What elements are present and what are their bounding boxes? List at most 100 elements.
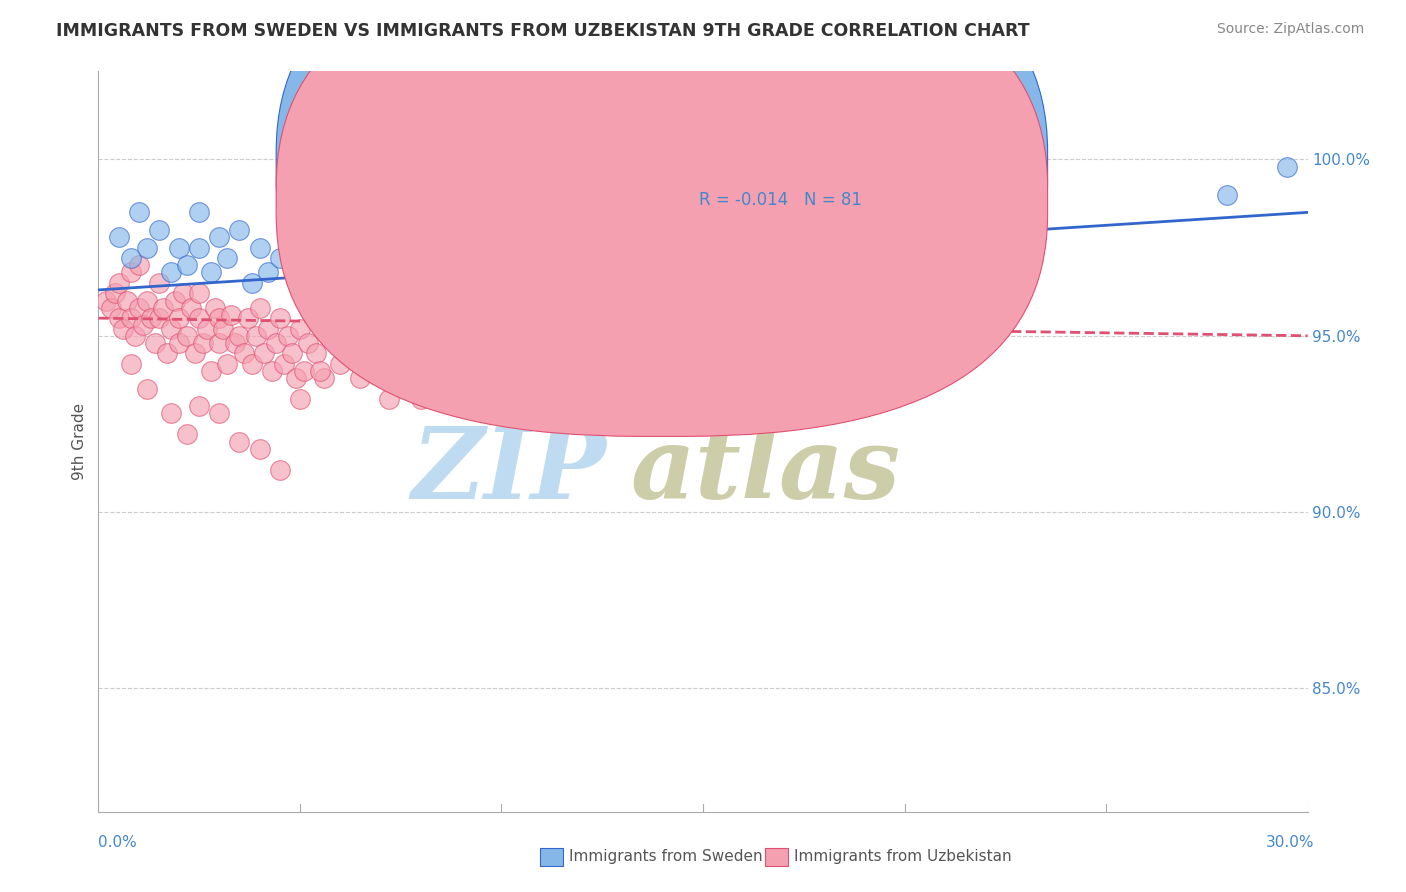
Point xyxy=(297,335,319,350)
Text: Immigrants from Sweden: Immigrants from Sweden xyxy=(569,849,763,863)
Point xyxy=(224,335,246,350)
Point xyxy=(349,371,371,385)
Point xyxy=(284,371,307,385)
Point xyxy=(107,230,129,244)
Point xyxy=(974,265,997,279)
Point xyxy=(135,293,157,308)
Point xyxy=(156,346,179,360)
Point xyxy=(277,328,299,343)
Point xyxy=(176,427,198,442)
Point xyxy=(245,328,267,343)
Point xyxy=(200,364,222,378)
Point xyxy=(188,311,211,326)
Point xyxy=(1277,160,1299,174)
Point xyxy=(612,276,634,290)
Point xyxy=(249,301,271,315)
Text: Immigrants from Uzbekistan: Immigrants from Uzbekistan xyxy=(794,849,1012,863)
Point xyxy=(160,322,183,336)
Point xyxy=(163,293,186,308)
Point xyxy=(281,258,304,272)
Point xyxy=(228,434,250,449)
Point xyxy=(260,364,283,378)
Point xyxy=(176,258,198,272)
Point xyxy=(120,251,142,265)
Point xyxy=(402,371,425,385)
Point xyxy=(160,265,183,279)
Point xyxy=(281,346,304,360)
Point xyxy=(160,406,183,420)
FancyBboxPatch shape xyxy=(276,0,1047,436)
Point xyxy=(208,311,231,326)
Y-axis label: 9th Grade: 9th Grade xyxy=(72,403,87,480)
Point xyxy=(100,301,122,315)
Text: R =  0.480   N = 32: R = 0.480 N = 32 xyxy=(699,156,862,174)
Point xyxy=(96,293,118,308)
Point xyxy=(321,322,343,336)
Point xyxy=(139,311,162,326)
Point xyxy=(128,301,150,315)
Point xyxy=(228,328,250,343)
Point xyxy=(217,357,239,371)
Point xyxy=(256,322,278,336)
Point xyxy=(309,265,332,279)
Point xyxy=(208,406,231,420)
Point xyxy=(309,364,332,378)
Point xyxy=(188,241,211,255)
Point xyxy=(232,346,254,360)
Point xyxy=(389,346,412,360)
Point xyxy=(208,230,231,244)
Point xyxy=(135,241,157,255)
Point xyxy=(236,311,259,326)
Point xyxy=(120,311,142,326)
Point xyxy=(107,311,129,326)
Text: R = -0.014   N = 81: R = -0.014 N = 81 xyxy=(699,191,862,210)
Point xyxy=(167,335,190,350)
Point xyxy=(256,265,278,279)
Point xyxy=(195,322,218,336)
Point xyxy=(249,241,271,255)
Point xyxy=(148,223,170,237)
Point xyxy=(204,301,226,315)
Point xyxy=(180,301,202,315)
Text: 30.0%: 30.0% xyxy=(1267,836,1315,850)
Point xyxy=(377,392,399,407)
Point xyxy=(135,382,157,396)
Point xyxy=(269,463,291,477)
Point xyxy=(148,311,170,326)
Text: ZIP: ZIP xyxy=(412,423,606,519)
Point xyxy=(240,357,263,371)
Point xyxy=(167,241,190,255)
Point xyxy=(337,335,360,350)
FancyBboxPatch shape xyxy=(619,142,1042,238)
Point xyxy=(167,311,190,326)
Point xyxy=(221,308,243,322)
Point xyxy=(273,357,295,371)
Point xyxy=(269,251,291,265)
Point xyxy=(128,205,150,219)
Point xyxy=(128,258,150,272)
Point xyxy=(115,293,138,308)
FancyBboxPatch shape xyxy=(276,0,1047,401)
Point xyxy=(672,251,695,265)
Point xyxy=(288,392,311,407)
Point xyxy=(409,392,432,407)
Point xyxy=(176,328,198,343)
Point xyxy=(188,399,211,413)
Text: IMMIGRANTS FROM SWEDEN VS IMMIGRANTS FROM UZBEKISTAN 9TH GRADE CORRELATION CHART: IMMIGRANTS FROM SWEDEN VS IMMIGRANTS FRO… xyxy=(56,22,1029,40)
Point xyxy=(132,318,155,333)
Point xyxy=(184,346,207,360)
Text: Source: ZipAtlas.com: Source: ZipAtlas.com xyxy=(1216,22,1364,37)
Point xyxy=(120,357,142,371)
Point xyxy=(240,276,263,290)
Point xyxy=(193,335,215,350)
Text: 0.0%: 0.0% xyxy=(98,836,138,850)
Point xyxy=(269,311,291,326)
Point xyxy=(148,276,170,290)
Point xyxy=(120,265,142,279)
Point xyxy=(288,322,311,336)
Point xyxy=(172,286,194,301)
Point xyxy=(188,205,211,219)
Point xyxy=(143,335,166,350)
Point xyxy=(208,335,231,350)
Point xyxy=(409,276,432,290)
